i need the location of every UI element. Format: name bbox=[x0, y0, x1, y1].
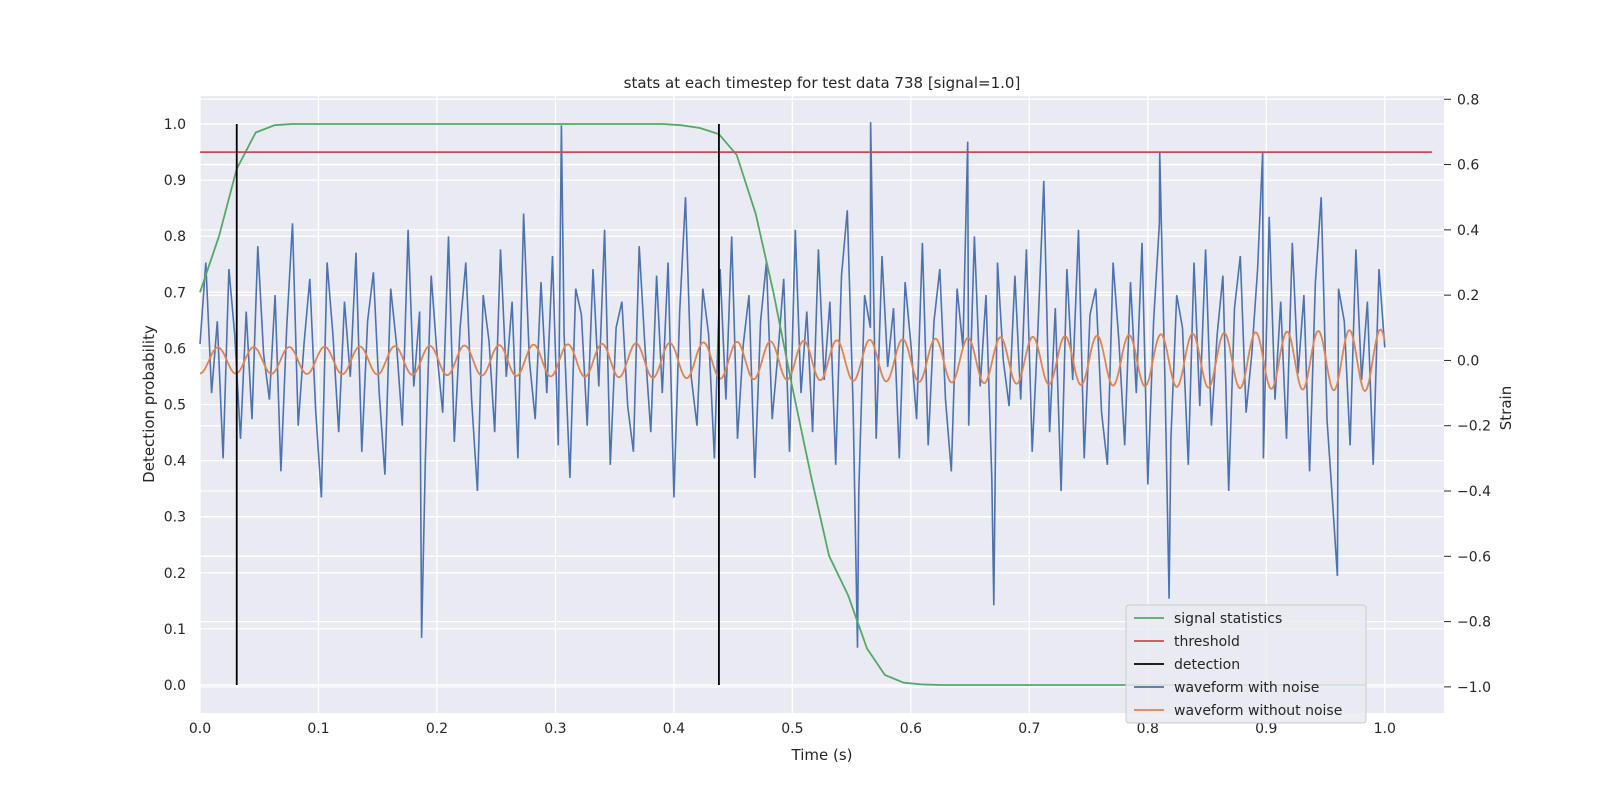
ticks-layer: 0.0 0.1 0.2 0.3 0.4 0.5 0.6 0.7 0.8 0.9 1.0 0.0 0.1 0… bbox=[164, 92, 1491, 737]
y-right-tick-label: 0.6 bbox=[1457, 158, 1479, 174]
series-waveform-with-noise bbox=[199, 122, 1386, 648]
legend: signal statistics threshold detection wavef… bbox=[1125, 604, 1367, 724]
y-left-tick-label: 0.5 bbox=[164, 398, 186, 414]
y-right-tick-label: −0.4 bbox=[1457, 484, 1491, 500]
x-tick-label: 0.9 bbox=[1255, 721, 1277, 737]
y-left-tick-label: 0.2 bbox=[164, 566, 186, 582]
series-waveform-without-noise bbox=[199, 328, 1386, 393]
series-signal-statistics bbox=[199, 123, 1366, 686]
x-axis-label: Time (s) bbox=[791, 746, 853, 764]
y-right-tick-label: −0.8 bbox=[1457, 615, 1491, 631]
y-left-tick-label: 1.0 bbox=[164, 117, 186, 133]
legend-label: signal statistics bbox=[1174, 611, 1282, 627]
y-left-tick-label: 0.0 bbox=[164, 678, 186, 694]
y-right-tick-label: −1.0 bbox=[1457, 680, 1491, 696]
x-tick-label: 0.8 bbox=[1137, 721, 1159, 737]
y-left-tick-label: 0.3 bbox=[164, 510, 186, 526]
y-left-tick-label: 0.6 bbox=[164, 341, 186, 357]
x-tick-label: 0.0 bbox=[189, 721, 211, 737]
y-right-tick-label: 0.0 bbox=[1457, 353, 1479, 369]
y-axis-left-label: Detection probability bbox=[140, 325, 158, 483]
legend-label: waveform without noise bbox=[1174, 703, 1342, 719]
y-right-tick-label: −0.2 bbox=[1457, 419, 1491, 435]
x-tick-label: 0.1 bbox=[307, 721, 329, 737]
y-right-tick-label: 0.4 bbox=[1457, 223, 1479, 239]
legend-label: waveform with noise bbox=[1174, 680, 1319, 696]
y-left-tick-label: 0.1 bbox=[164, 622, 186, 638]
y-left-tick-label: 0.8 bbox=[164, 229, 186, 245]
x-tick-label: 0.7 bbox=[1018, 721, 1040, 737]
legend-label: threshold bbox=[1174, 634, 1240, 650]
legend-box bbox=[1125, 604, 1367, 724]
x-tick-label: 1.0 bbox=[1374, 721, 1396, 737]
y-axis-right-label: Strain bbox=[1497, 386, 1515, 430]
x-tick-label: 0.2 bbox=[426, 721, 448, 737]
y-left-tick-label: 0.4 bbox=[164, 454, 186, 470]
y-left-tick-label: 0.7 bbox=[164, 285, 186, 301]
y-right-tick-label: 0.8 bbox=[1457, 92, 1479, 108]
y-right-tick-label: −0.6 bbox=[1457, 549, 1491, 565]
series-layer bbox=[199, 122, 1433, 686]
chart-title: stats at each timestep for test data 738… bbox=[624, 74, 1021, 92]
x-tick-label: 0.6 bbox=[900, 721, 922, 737]
x-tick-label: 0.4 bbox=[663, 721, 685, 737]
x-tick-label: 0.3 bbox=[544, 721, 566, 737]
y-right-tick-label: 0.2 bbox=[1457, 288, 1479, 304]
y-left-tick-label: 0.9 bbox=[164, 173, 186, 189]
legend-label: detection bbox=[1174, 657, 1240, 673]
x-tick-label: 0.5 bbox=[781, 721, 803, 737]
